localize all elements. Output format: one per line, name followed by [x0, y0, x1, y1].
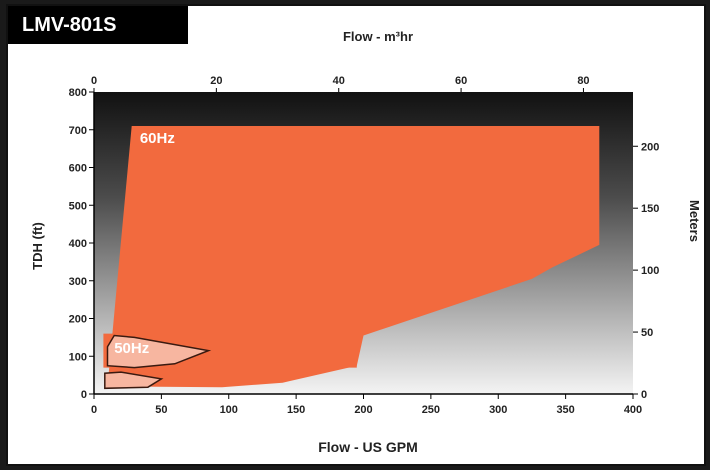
y-tick-label: 600 [69, 163, 87, 175]
chart-frame: LMV-801S 60Hz 50Hz 0 50 100 150 200 250 300 350 4… [6, 4, 706, 466]
right-axis-title: Meters [687, 200, 702, 242]
x2-tick-label: 20 [210, 75, 222, 87]
y-tick-label: 300 [69, 276, 87, 288]
model-title: LMV-801S [8, 6, 188, 44]
x-tick-label: 150 [287, 404, 305, 416]
bottom-axis-title: Flow - US GPM [318, 439, 418, 455]
x-tick-label: 50 [155, 404, 167, 416]
y-tick-label: 500 [69, 200, 87, 212]
y-tick-label: 400 [69, 238, 87, 250]
y2-tick-label: 50 [641, 327, 653, 339]
x2-tick-label: 40 [333, 75, 345, 87]
y2-tick-label: 150 [641, 203, 659, 215]
x2-tick-label: 0 [91, 75, 97, 87]
area-50hz-3 [104, 371, 164, 390]
area-label-60hz: 60Hz [140, 130, 175, 147]
x-tick-label: 250 [422, 404, 440, 416]
left-axis-title: TDH (ft) [30, 222, 45, 270]
x-tick-label: 400 [624, 404, 642, 416]
area-label-50hz: 50Hz [114, 340, 149, 357]
top-axis-title: Flow - m³hr [343, 29, 413, 44]
y-tick-label: 100 [69, 351, 87, 363]
x-tick-label: 300 [489, 404, 507, 416]
y-tick-label: 800 [69, 87, 87, 99]
x-tick-label: 200 [354, 404, 372, 416]
area-60hz-0 [107, 126, 600, 388]
axis-ticks: 0 50 100 150 200 250 300 350 4000100200300400500… [69, 75, 660, 416]
x-tick-label: 350 [556, 404, 574, 416]
performance-areas: 60Hz 50Hz [103, 126, 600, 390]
y-tick-label: 0 [81, 389, 87, 401]
y-tick-label: 700 [69, 125, 87, 137]
y2-tick-label: 0 [641, 389, 647, 401]
y2-tick-label: 100 [641, 265, 659, 277]
x-tick-label: 100 [220, 404, 238, 416]
x-tick-label: 0 [91, 404, 97, 416]
x2-tick-label: 60 [455, 75, 467, 87]
y2-tick-label: 200 [641, 141, 659, 153]
y-tick-label: 200 [69, 314, 87, 326]
x2-tick-label: 80 [577, 75, 589, 87]
area-50hz-2 [106, 334, 212, 369]
